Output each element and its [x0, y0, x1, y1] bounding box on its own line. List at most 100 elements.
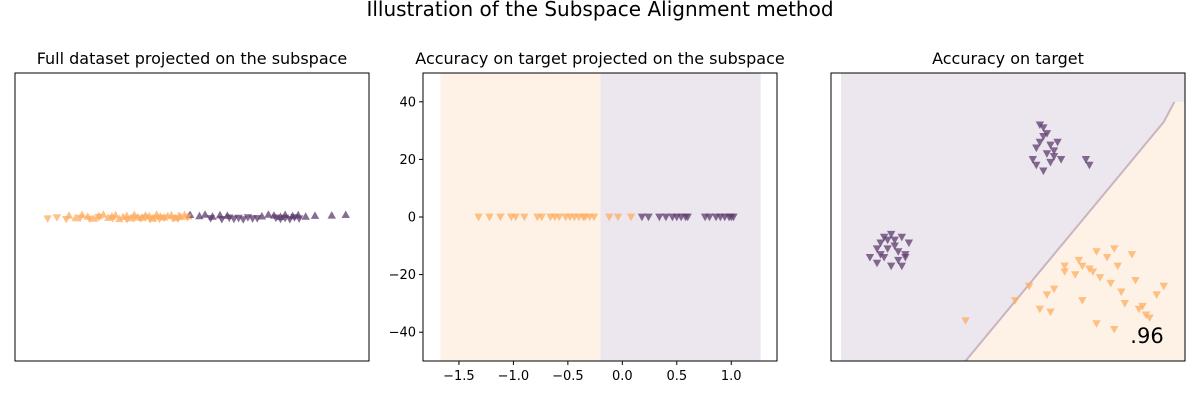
panel3-purple-target-point — [1056, 156, 1066, 164]
panel1-orange-target-point — [122, 216, 131, 224]
panel3-frame — [830, 72, 1186, 362]
panel3-purple-target-point — [1032, 161, 1041, 170]
panel1-orange-target-point — [76, 214, 85, 223]
panel1-orange-target-point — [130, 214, 139, 223]
panel3-orange-target-point — [1092, 248, 1101, 256]
panel3-purple-target-point — [1046, 141, 1055, 150]
panel1-orange-target-point — [136, 215, 145, 223]
panel3-orange-target-point — [1078, 297, 1087, 305]
panel2-orange-target-point — [554, 213, 564, 222]
panel3-purple-target-point — [1081, 156, 1091, 164]
panel1-orange-target-point — [108, 215, 118, 223]
panel2-purple-target-point — [655, 213, 664, 222]
panel2-orange-target-point — [496, 213, 505, 222]
panel3-orange-target-point — [1071, 271, 1080, 279]
panel1-purple-source-point — [341, 210, 350, 219]
panel3-orange-target-point — [1110, 245, 1119, 253]
panel3-purple-target-point — [872, 259, 882, 268]
panel1-orange-target-point — [155, 215, 164, 224]
panel3-orange-target-point — [1088, 268, 1098, 276]
panel3-purple-target-point — [1035, 138, 1045, 147]
panel3-purple-target-point — [890, 242, 899, 250]
panel3-purple-target-point — [890, 236, 899, 245]
panel3-orange-target-point — [1060, 262, 1069, 271]
panel3-orange-target-point — [1110, 325, 1119, 334]
panel3-orange-target-point — [1152, 291, 1161, 299]
panel3-purple-target-point — [897, 233, 906, 242]
panel1-orange-source-point — [71, 213, 80, 222]
panel1-orange-target-point — [159, 214, 169, 223]
panel3-orange-target-point — [1095, 274, 1105, 282]
y-tick-label: −40 — [389, 326, 416, 341]
panel3-orange-target-point — [961, 317, 970, 325]
panel3-title: Accuracy on target — [932, 49, 1084, 68]
panel1-frame — [14, 72, 370, 362]
panel3-orange-target-point — [1078, 262, 1087, 271]
panel1-purple-target-point — [253, 215, 262, 223]
panel1-orange-source-point — [115, 214, 124, 223]
panel3-purple-target-point — [883, 245, 892, 253]
panel3-purple-target-point — [876, 251, 885, 259]
y-tick-label: 40 — [399, 95, 416, 110]
y-tick-label: 20 — [399, 153, 416, 168]
panel2-purple-target-point — [637, 213, 647, 222]
panel3-orange-target-point — [1113, 262, 1122, 271]
panel3-purple-target-point — [883, 236, 892, 245]
panel3-purple-target-point — [872, 245, 882, 253]
panel2-purple-target-point — [729, 213, 738, 222]
panel3-purple-target-point — [886, 262, 896, 271]
panel3-purple-target-point — [1028, 156, 1037, 164]
x-tick-label: −1.5 — [443, 369, 475, 384]
accuracy-score: .96 — [1130, 324, 1163, 348]
x-tick-label: −1.0 — [498, 369, 530, 384]
x-tick-label: 0.5 — [666, 369, 687, 384]
panel3-purple-target-point — [1046, 158, 1055, 167]
panel1-purple-target-point — [206, 215, 215, 223]
panel3-purple-target-point — [1053, 138, 1062, 147]
panel1-orange-target-point — [85, 215, 94, 224]
y-tick-label: 0 — [408, 211, 416, 226]
panel3-purple-target-point — [1039, 167, 1048, 176]
panel1-orange-target-point — [183, 214, 192, 222]
panel3-orange-target-point — [1042, 291, 1052, 299]
x-tick-label: −0.5 — [552, 369, 584, 384]
panel3-purple-target-point — [1035, 121, 1045, 130]
panel3-purple-target-point — [1085, 161, 1094, 170]
panel2-plot: −1.5 −1.0 −0.5 0.0 0.5 1.0 −40 −20 0 20 40 — [389, 72, 778, 384]
x-tick-label: 0.0 — [612, 369, 633, 384]
panel1-purple-target-point — [294, 215, 304, 223]
panel3-plot: .96 — [830, 72, 1186, 362]
panel3-purple-target-point — [1032, 144, 1041, 153]
panel3-orange-target-point — [1131, 277, 1140, 285]
panel3-purple-target-point — [1042, 130, 1052, 138]
panel3-purple-target-point — [901, 251, 910, 259]
panel2-orange-target-point — [485, 213, 494, 222]
panel1-title: Full dataset projected on the subspace — [37, 49, 348, 68]
panel1-orange-target-point — [43, 215, 52, 223]
panel3-purple-target-point — [1049, 153, 1059, 161]
panel3-orange-target-point — [1127, 251, 1137, 259]
panel3-orange-target-point — [1138, 302, 1147, 311]
panel2-orange-target-point — [605, 213, 614, 222]
x-tick-label: 1.0 — [721, 369, 742, 384]
panel1-purple-source-point — [310, 211, 320, 219]
panel1-orange-target-point — [62, 215, 71, 224]
panel2-orange-target-point — [613, 213, 623, 222]
panel3-orange-target-point — [1010, 297, 1020, 305]
panel3-purple-target-point — [865, 253, 875, 262]
panel2-purple-target-point — [644, 213, 653, 222]
panel3-orange-target-point — [1025, 282, 1034, 291]
panel1-purple-target-point — [285, 215, 295, 224]
panel3-decision-regions — [841, 73, 1185, 361]
panel2-orange-target-point — [520, 213, 529, 222]
panel3-orange-target-point — [1035, 305, 1045, 314]
panel1-markers — [43, 210, 350, 224]
panel3-orange-target-point — [1049, 285, 1059, 294]
panel3-orange-target-point — [1092, 320, 1101, 328]
y-tick-label: −20 — [389, 268, 416, 283]
panel1-purple-source-point — [327, 211, 336, 219]
panel3-orange-target-point — [1145, 314, 1154, 322]
panel3-orange-target-point — [1117, 288, 1126, 297]
panel1-orange-target-point — [145, 215, 155, 224]
